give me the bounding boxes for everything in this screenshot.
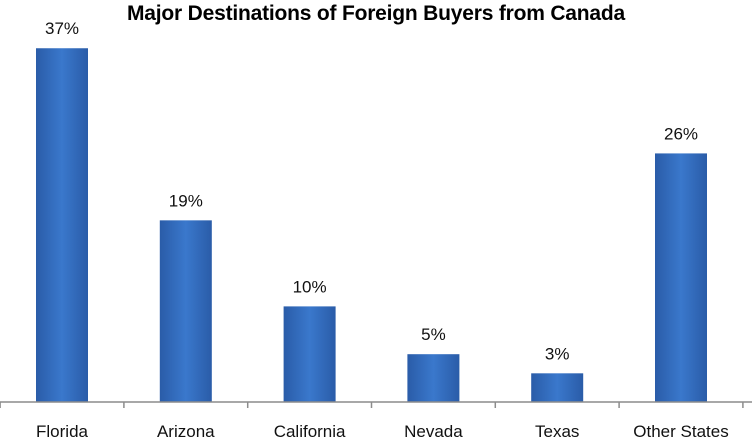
bar-texas <box>531 373 584 402</box>
x-tick-label: California <box>274 422 346 441</box>
data-label: 10% <box>293 277 327 296</box>
x-tick-label: Other States <box>633 422 728 441</box>
data-label: 26% <box>664 124 698 143</box>
data-label: 19% <box>169 191 203 210</box>
bars-layer <box>36 48 707 403</box>
bar-other-states <box>655 153 707 402</box>
data-label: 5% <box>421 325 446 344</box>
data-label: 3% <box>545 344 570 363</box>
data-label: 37% <box>45 19 79 38</box>
labels-layer: 37% Florida 19% Arizona 10% California 5% Nevad… <box>36 19 729 441</box>
x-axis-ticks <box>0 402 744 408</box>
bar-nevada <box>407 354 460 402</box>
x-tick-label: Texas <box>535 422 579 441</box>
bar-arizona <box>159 220 212 402</box>
x-tick-label: Arizona <box>157 422 215 441</box>
chart-title: Major Destinations of Foreign Buyers fro… <box>127 2 625 25</box>
x-tick-label: Nevada <box>404 422 463 441</box>
bar-florida <box>36 48 88 403</box>
x-tick-label: Florida <box>36 422 89 441</box>
bar-california <box>283 306 336 402</box>
